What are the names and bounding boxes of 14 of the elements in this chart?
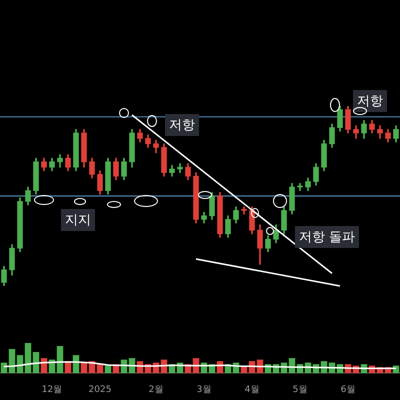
annotation: 저항: [165, 114, 199, 136]
candlestick: [297, 183, 303, 191]
x-tick-label: 5월: [292, 384, 308, 395]
x-tick-label: 2025: [88, 384, 112, 395]
x-tick-label: 3월: [196, 384, 212, 395]
x-tick-label: 6월: [340, 384, 356, 395]
annotation: 지지: [61, 209, 95, 231]
annotation: 저항: [353, 90, 387, 112]
x-tick-label: 2월: [148, 384, 164, 395]
bar: [104, 366, 112, 374]
x-tick-label: 12월: [42, 384, 62, 395]
annotation: 저항 돌파: [294, 226, 360, 248]
x-tick-label: 4월: [244, 384, 260, 395]
candlestick: [241, 206, 247, 214]
